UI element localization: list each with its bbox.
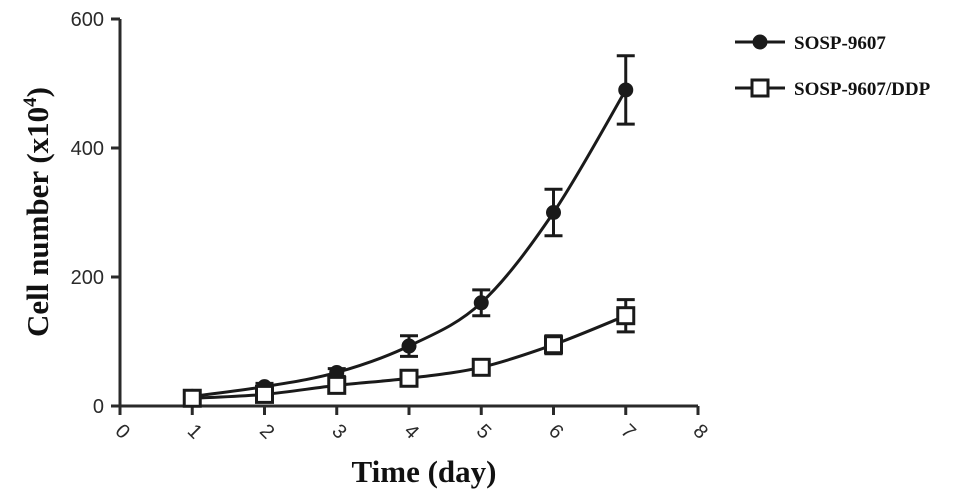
x-tick-label: 1 [183, 420, 206, 443]
data-point [616, 306, 636, 326]
ticks: 0 200 400 600 0 1 2 3 4 5 6 7 8 [71, 9, 712, 443]
legend-label: SOSP-9607/DDP [794, 79, 931, 100]
data-point [327, 375, 347, 395]
series-2 [182, 298, 636, 408]
data-point [401, 338, 417, 354]
data-point [471, 357, 491, 377]
data-point [399, 368, 419, 388]
series-1 [183, 54, 635, 404]
legend-label: SOSP-9607 [794, 33, 886, 54]
y-tick-label: 0 [93, 396, 104, 418]
y-axis-title-text: Cell number (x10 [20, 107, 55, 337]
legend-marker [750, 78, 770, 98]
x-tick-label: 5 [472, 420, 495, 443]
y-axis-title-suffix: ) [20, 87, 55, 97]
data-point [544, 335, 563, 355]
x-tick-label: 2 [255, 420, 278, 443]
y-tick-label: 200 [71, 267, 104, 289]
legend-marker [752, 34, 768, 50]
data-point [618, 82, 634, 98]
x-tick-label: 3 [327, 420, 350, 443]
x-tick-label: 4 [400, 420, 423, 443]
data-point [182, 388, 202, 408]
legend-item: SOSP-9607 [735, 33, 886, 54]
x-tick-label: 7 [616, 420, 639, 443]
data-point [473, 295, 489, 311]
data-point [546, 205, 561, 220]
y-tick-label: 600 [71, 9, 104, 31]
x-tick-label: 8 [689, 420, 712, 443]
y-axis-title: Cell number (x104) [20, 87, 55, 337]
legend-item: SOSP-9607/DDP [735, 78, 931, 100]
legend: SOSP-9607 SOSP-9607/DDP [735, 33, 931, 100]
x-tick-label: 6 [544, 420, 567, 443]
data-point [255, 384, 274, 404]
series-layer [182, 54, 636, 408]
x-axis-title: Time (day) [352, 454, 497, 489]
y-tick-label: 400 [71, 138, 104, 160]
y-axis-title-superscript: 4 [20, 97, 41, 107]
x-tick-label: 0 [111, 420, 134, 443]
